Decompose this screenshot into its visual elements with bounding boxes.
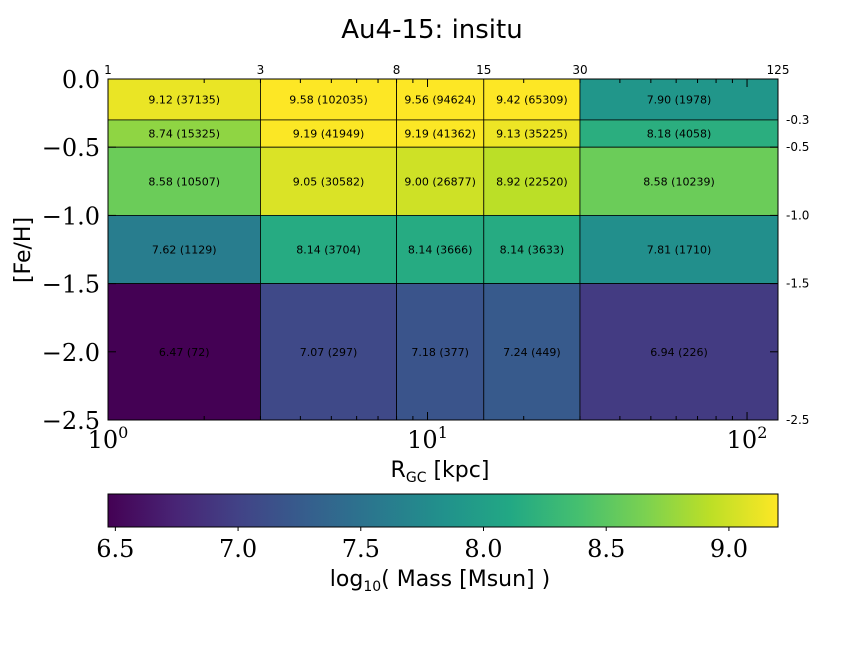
x-bin-edge-label: 3 xyxy=(257,63,265,77)
x-axis-label: RGC [kpc] xyxy=(391,458,490,486)
cell-value-label: 8.74 (15325) xyxy=(148,128,220,141)
cell-value-label: 7.24 (449) xyxy=(503,346,561,359)
heatmap-cell xyxy=(260,78,397,121)
heatmap-cell xyxy=(483,78,581,121)
cell-value-label: 9.12 (37135) xyxy=(148,93,220,106)
cell-value-label: 7.07 (297) xyxy=(300,346,358,359)
heatmap-cell-labels: 9.12 (37135) 9.58 (102035) 9.56 (94624) 9.4… xyxy=(148,93,714,358)
cell-value-label: 7.18 (377) xyxy=(411,346,469,359)
heatmap-cell xyxy=(260,283,397,421)
x-axis: 100 101 102 xyxy=(88,79,768,454)
heatmap-cell xyxy=(107,283,261,421)
cell-value-label: 8.14 (3704) xyxy=(296,244,361,257)
cell-value-label: 9.13 (35225) xyxy=(496,128,568,141)
heatmap-cell xyxy=(579,214,779,284)
y-bin-edge-labels: -0.3 -0.5 -1.0 -1.5 -2.5 xyxy=(786,113,809,427)
x-tick-label: 100 xyxy=(88,423,129,454)
y-tick-label: −0.5 xyxy=(42,134,100,162)
cell-value-label: 9.42 (65309) xyxy=(496,93,568,106)
x-bin-edge-label: 1 xyxy=(104,63,112,77)
y-tick-label: 0.0 xyxy=(62,66,100,94)
x-bin-edge-label: 8 xyxy=(393,63,401,77)
y-bin-edge-label: -1.5 xyxy=(786,277,809,291)
y-axis: 0.0 −0.5 −1.0 −1.5 −2.0 −2.5 xyxy=(42,66,778,435)
colorbar-ticks: 6.5 7.0 7.5 8.0 8.5 9.0 xyxy=(96,527,748,563)
cell-value-label: 7.81 (1710) xyxy=(647,244,712,257)
colorbar-label: log10( Mass [Msun] ) xyxy=(330,567,550,595)
cell-value-label: 7.90 (1978) xyxy=(647,93,712,106)
cell-value-label: 9.19 (41362) xyxy=(404,128,476,141)
x-tick-label: 102 xyxy=(727,423,768,454)
y-tick-label: −2.5 xyxy=(42,407,100,435)
x-bin-edge-labels: 1 3 8 15 30 125 xyxy=(104,63,789,77)
heatmap-cell xyxy=(396,283,485,421)
colorbar-tick-label: 7.5 xyxy=(342,535,380,563)
heatmap-cell xyxy=(107,78,261,121)
colorbar-tick-label: 8.0 xyxy=(464,535,502,563)
heatmap-cell xyxy=(396,214,485,284)
heatmap-cells xyxy=(107,78,779,421)
colorbar-tick-label: 8.5 xyxy=(587,535,625,563)
cell-value-label: 8.58 (10239) xyxy=(643,175,715,188)
y-tick-label: −1.5 xyxy=(42,271,100,299)
cell-value-label: 8.14 (3666) xyxy=(408,244,473,257)
cell-value-label: 9.05 (30582) xyxy=(293,175,365,188)
colorbar-tick-label: 7.0 xyxy=(219,535,257,563)
cell-value-label: 6.94 (226) xyxy=(650,346,708,359)
heatmap-cell xyxy=(579,119,779,148)
cell-value-label: 6.47 (72) xyxy=(159,346,210,359)
x-bin-edge-label: 15 xyxy=(476,63,491,77)
cell-value-label: 9.00 (26877) xyxy=(404,175,476,188)
x-bin-edge-label: 125 xyxy=(767,63,790,77)
heatmap-cell xyxy=(579,146,779,216)
cell-value-label: 8.14 (3633) xyxy=(500,244,565,257)
heatmap-cell xyxy=(396,146,485,216)
cell-value-label: 7.62 (1129) xyxy=(152,244,217,257)
plot-frame xyxy=(107,78,779,421)
chart-title: Au4-15: insitu xyxy=(341,15,522,45)
heatmap-cell xyxy=(579,78,779,121)
cell-value-label: 8.18 (4058) xyxy=(647,128,712,141)
y-bin-edge-label: -0.5 xyxy=(786,140,809,154)
y-tick-label: −1.0 xyxy=(42,202,100,230)
y-bin-edge-label: -1.0 xyxy=(786,208,809,222)
y-axis-label: [Fe/H] xyxy=(11,217,36,283)
colorbar-tick-label: 9.0 xyxy=(710,535,748,563)
y-tick-label: −2.0 xyxy=(42,339,100,367)
cell-value-label: 9.19 (41949) xyxy=(293,128,365,141)
x-tick-label: 101 xyxy=(407,423,448,454)
heatmap-cell xyxy=(396,119,485,148)
heatmap-cell xyxy=(260,146,397,216)
colorbar xyxy=(107,493,779,528)
cell-value-label: 9.56 (94624) xyxy=(404,93,476,106)
heatmap-cell xyxy=(483,146,581,216)
colorbar-tick-label: 6.5 xyxy=(96,535,134,563)
cell-value-label: 9.58 (102035) xyxy=(289,93,368,106)
heatmap-cell xyxy=(260,214,397,284)
cell-value-label: 8.92 (22520) xyxy=(496,175,568,188)
x-bin-edge-label: 30 xyxy=(572,63,587,77)
y-bin-edge-label: -2.5 xyxy=(786,413,809,427)
heatmap-cell xyxy=(483,214,581,284)
heatmap-cell xyxy=(579,283,779,421)
cell-value-label: 8.58 (10507) xyxy=(148,175,220,188)
y-bin-edge-label: -0.3 xyxy=(786,113,809,127)
